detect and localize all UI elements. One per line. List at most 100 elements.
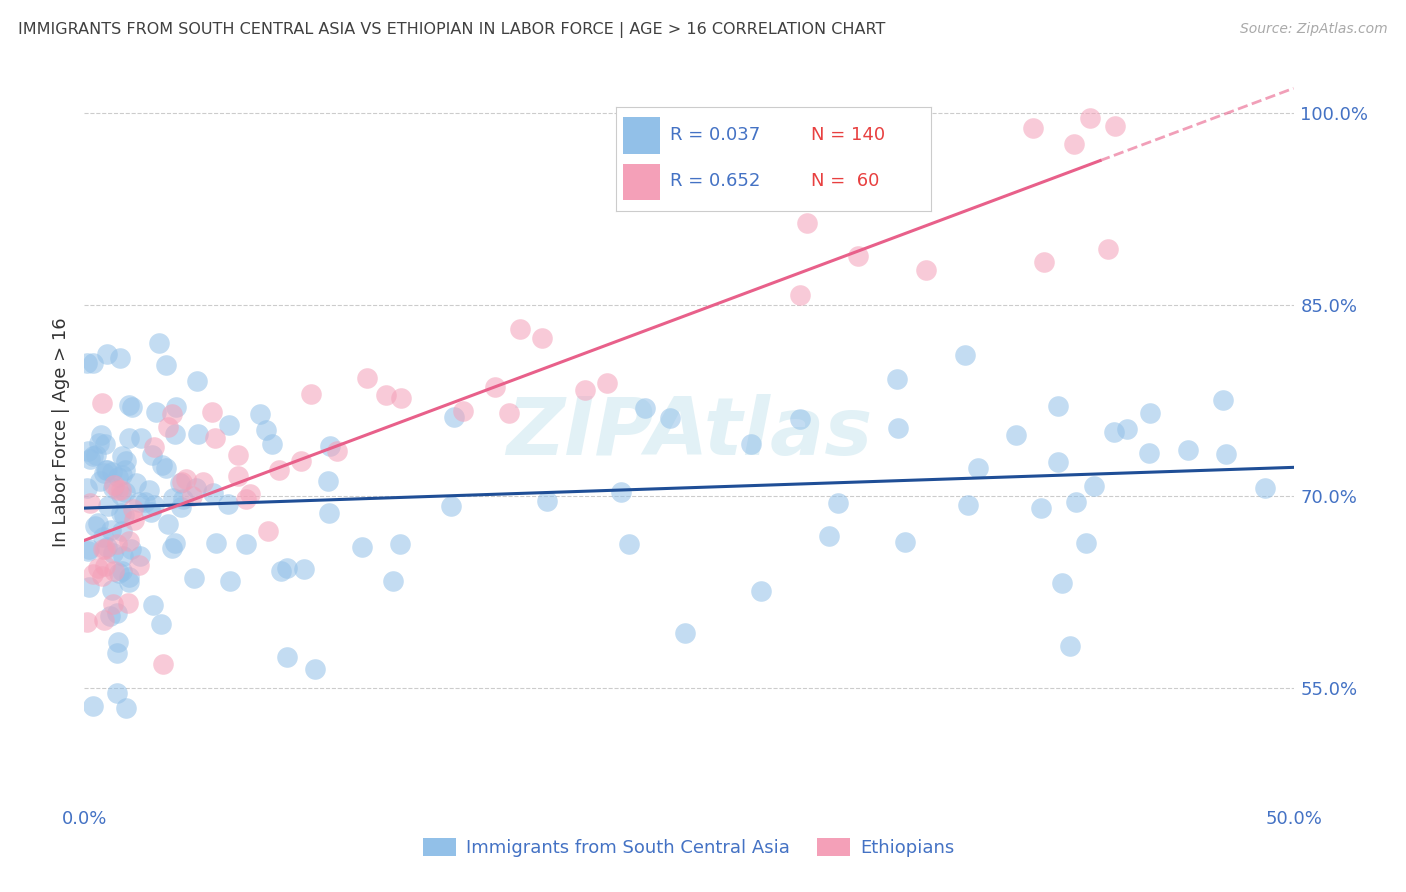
Point — [162, 407, 184, 421]
Point — [96, 462, 118, 476]
Point — [316, 474, 339, 488]
Point — [101, 465, 124, 479]
Point — [76, 544, 98, 558]
Point — [76, 356, 98, 370]
Point — [163, 427, 186, 442]
Point — [1083, 479, 1105, 493]
Point — [77, 444, 100, 458]
Point — [118, 431, 141, 445]
Point — [103, 477, 125, 491]
Point — [111, 449, 134, 463]
Point — [115, 701, 138, 715]
Point — [389, 536, 412, 550]
Point — [180, 489, 202, 503]
Point — [350, 540, 373, 554]
Point — [292, 562, 315, 576]
Point — [187, 427, 209, 442]
Point — [267, 463, 290, 477]
Point — [105, 606, 128, 620]
Point — [886, 372, 908, 386]
Point — [91, 568, 114, 582]
Point — [453, 404, 475, 418]
Point — [262, 437, 284, 451]
Point — [169, 476, 191, 491]
Point — [112, 508, 135, 522]
Point — [1139, 406, 1161, 420]
Point — [619, 537, 641, 551]
Point — [827, 496, 849, 510]
Point — [128, 495, 150, 509]
Point — [103, 565, 125, 579]
Text: Source: ZipAtlas.com: Source: ZipAtlas.com — [1240, 22, 1388, 37]
Point — [150, 458, 173, 473]
Point — [218, 574, 240, 588]
Point — [290, 454, 312, 468]
Point — [955, 348, 977, 362]
Point — [170, 475, 193, 489]
Point — [110, 524, 132, 538]
Point — [111, 549, 134, 563]
Point — [381, 574, 404, 589]
Point — [531, 331, 554, 345]
Point — [114, 463, 136, 477]
Point — [217, 497, 239, 511]
Point — [235, 492, 257, 507]
Point — [101, 582, 124, 597]
Point — [155, 358, 177, 372]
Point — [107, 470, 129, 484]
Point — [183, 571, 205, 585]
Point — [318, 506, 340, 520]
Point — [749, 583, 772, 598]
Point — [967, 461, 990, 475]
Point — [846, 249, 869, 263]
Point — [82, 698, 104, 713]
Point — [76, 615, 98, 629]
Point — [1104, 119, 1126, 133]
Point — [740, 437, 762, 451]
Point — [87, 561, 110, 575]
Point — [114, 484, 136, 499]
Point — [150, 616, 173, 631]
Point — [186, 374, 208, 388]
Point — [141, 448, 163, 462]
Point — [107, 483, 129, 497]
Point — [1078, 111, 1101, 125]
Point — [115, 453, 138, 467]
Point — [98, 609, 121, 624]
Point — [789, 287, 811, 301]
Point — [205, 536, 228, 550]
Point — [157, 420, 180, 434]
Point — [509, 321, 531, 335]
Point — [120, 541, 142, 556]
Point — [121, 401, 143, 415]
Point — [326, 444, 349, 458]
Point — [118, 570, 141, 584]
Text: ZIPAtlas: ZIPAtlas — [506, 393, 872, 472]
Point — [93, 466, 115, 480]
Point — [1050, 576, 1073, 591]
Point — [440, 499, 463, 513]
Legend: Immigrants from South Central Asia, Ethiopians: Immigrants from South Central Asia, Ethi… — [416, 830, 962, 864]
Point — [89, 474, 111, 488]
Point — [122, 501, 145, 516]
Point — [110, 488, 132, 502]
Point — [249, 407, 271, 421]
Point — [174, 472, 197, 486]
Point — [79, 452, 101, 467]
Point — [152, 657, 174, 672]
Point — [82, 566, 104, 581]
Point — [94, 437, 117, 451]
Point — [596, 376, 619, 390]
Point — [138, 483, 160, 497]
Point — [93, 541, 115, 556]
Point — [128, 558, 150, 573]
Point — [82, 450, 104, 464]
Point — [634, 401, 657, 416]
Point — [1004, 427, 1026, 442]
Y-axis label: In Labor Force | Age > 16: In Labor Force | Age > 16 — [52, 318, 70, 548]
Point — [443, 410, 465, 425]
Point — [184, 481, 207, 495]
Point — [202, 485, 225, 500]
Point — [204, 431, 226, 445]
Point — [276, 561, 298, 575]
